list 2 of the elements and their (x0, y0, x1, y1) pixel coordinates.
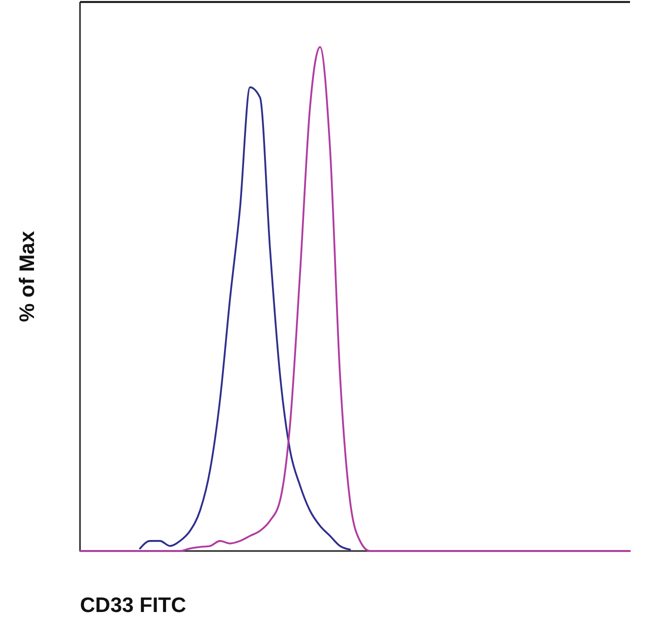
y-axis-title: % of Max (16, 230, 39, 322)
x-axis-title: CD33 FITC (80, 594, 186, 617)
